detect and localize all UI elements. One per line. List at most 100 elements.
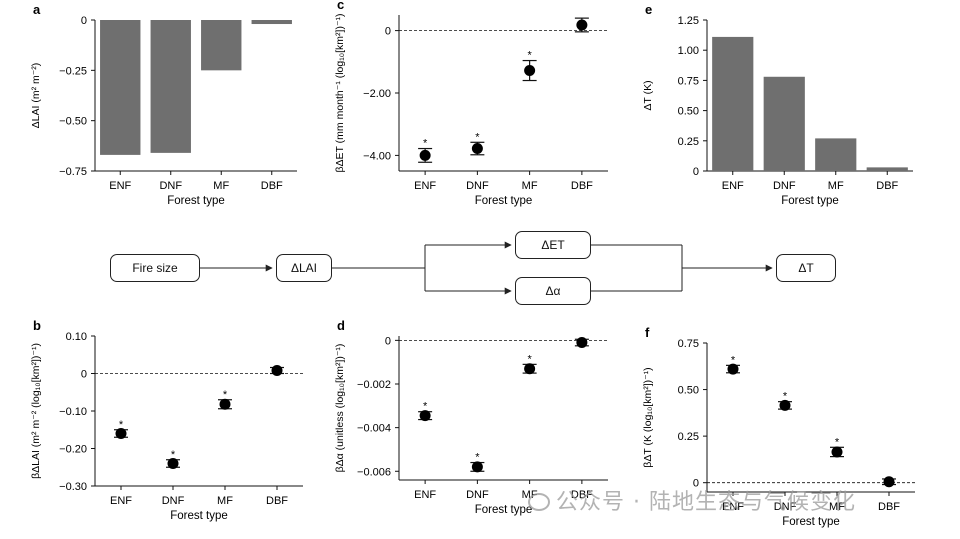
panel-label: f: [645, 325, 650, 340]
x-tick-label: DNF: [162, 495, 185, 507]
y-tick-label: 0: [693, 166, 699, 178]
y-tick-label: −0.25: [59, 65, 87, 77]
y-axis-label: ΔT (K): [642, 80, 654, 110]
x-tick-label: ENF: [110, 495, 132, 507]
y-axis-label: ΔLAI (m² m⁻²): [30, 63, 42, 129]
delta-t-box: ΔT: [776, 254, 836, 282]
significance-star: *: [423, 401, 428, 413]
x-tick-label: DBF: [571, 180, 593, 192]
significance-star: *: [527, 353, 532, 365]
delta-albedo-box: Δα: [515, 277, 591, 305]
x-tick-label: MF: [217, 495, 233, 507]
x-tick-label: ENF: [109, 180, 131, 192]
significance-star: *: [731, 354, 736, 366]
y-tick-label: −0.50: [59, 116, 87, 128]
bar-enf: [712, 36, 754, 171]
point-mf: [219, 398, 231, 410]
x-tick-label: DNF: [774, 501, 797, 513]
x-tick-label: DNF: [466, 180, 489, 192]
y-tick-label: −0.30: [59, 481, 87, 493]
significance-star: *: [527, 50, 532, 62]
x-tick-label: MF: [522, 180, 538, 192]
y-tick-label: 0: [81, 369, 87, 381]
panel-e: e 0 0.25 0.50 0.75 1.00 1.25 ENF DNF MF DBF Forest …: [642, 2, 913, 207]
point-mf: [524, 65, 536, 77]
flow-diagram-connectors: [200, 241, 773, 295]
panel-b: b 0.10 0 −0.10 −0.20 −0.30 ENF DNF MF DBF Forest t…: [30, 318, 303, 522]
y-axis-label: βΔLAI (m² m⁻² (log₁₀[km²])⁻¹): [30, 343, 42, 479]
x-axis-label: Forest type: [475, 504, 533, 516]
x-axis-label: Forest type: [475, 195, 533, 207]
y-tick-label: 0: [81, 15, 87, 27]
x-tick-label: MF: [829, 501, 845, 513]
point-dnf: [167, 458, 179, 469]
x-axis-label: Forest type: [170, 510, 228, 522]
point-dnf: [471, 461, 483, 473]
y-tick-label: −0.75: [59, 166, 87, 178]
y-tick-label: −0.006: [357, 466, 391, 478]
x-tick-label: DBF: [266, 495, 288, 507]
panel-label: e: [645, 2, 652, 17]
panel-f: f 0.75 0.50 0.25 0 ENF DNF MF DBF Forest type βΔT …: [642, 325, 915, 528]
y-tick-label: 0.10: [66, 331, 87, 343]
y-tick-label: −0.20: [59, 444, 87, 456]
y-tick-label: −0.004: [357, 423, 391, 435]
y-axis-label: βΔα (unitless (log₁₀[km²])⁻¹): [334, 344, 346, 473]
point-enf: [419, 410, 431, 422]
x-tick-label: ENF: [414, 180, 436, 192]
y-tick-label: 0.75: [678, 75, 699, 87]
y-tick-label: 0.75: [678, 338, 699, 350]
x-axis-label: Forest type: [781, 195, 839, 207]
x-tick-label: MF: [213, 180, 229, 192]
panel-a: a 0 −0.25 −0.50 −0.75 ENF DNF MF DBF Forest type Δ…: [30, 2, 297, 207]
y-tick-label: 1.25: [678, 15, 699, 27]
x-tick-label: ENF: [722, 180, 744, 192]
y-tick-label: 0: [693, 478, 699, 490]
bar-mf: [815, 138, 857, 171]
x-tick-label: DBF: [261, 180, 283, 192]
point-enf: [727, 363, 739, 375]
x-tick-label: DNF: [773, 180, 796, 192]
bar-mf: [201, 20, 242, 71]
watermark-text: 公众号 · 陆地生态与气候变化: [556, 490, 856, 515]
x-tick-label: DBF: [878, 501, 900, 513]
point-dbf: [576, 19, 588, 31]
bar-dnf: [150, 20, 191, 153]
panel-label: d: [337, 318, 345, 333]
panel-label: a: [33, 2, 41, 17]
point-mf: [524, 363, 536, 375]
significance-star: *: [475, 131, 480, 143]
panel-label: c: [337, 0, 344, 12]
significance-star: *: [475, 452, 480, 464]
x-axis-label: Forest type: [782, 516, 840, 528]
y-tick-label: 0.25: [678, 136, 699, 148]
y-tick-label: −2.00: [363, 88, 391, 100]
significance-star: *: [223, 389, 228, 401]
x-tick-label: DBF: [571, 489, 593, 501]
x-tick-label: ENF: [414, 489, 436, 501]
bar-enf: [100, 20, 141, 155]
point-enf: [419, 149, 431, 161]
y-tick-label: −0.10: [59, 406, 87, 418]
y-axis-label: βΔT (K (log₁₀[km²])⁻¹): [642, 367, 654, 467]
x-tick-label: DNF: [466, 489, 489, 501]
significance-star: *: [783, 391, 788, 403]
wechat-icon: [528, 493, 550, 511]
significance-star: *: [423, 138, 428, 150]
point-dnf: [779, 399, 791, 411]
y-tick-label: 0: [385, 335, 391, 347]
point-dbf: [271, 365, 283, 376]
x-tick-label: DBF: [876, 180, 898, 192]
x-tick-label: DNF: [159, 180, 182, 192]
x-tick-label: MF: [828, 180, 844, 192]
y-tick-label: 0.50: [678, 106, 699, 118]
y-tick-label: 0.25: [678, 431, 699, 443]
y-tick-label: 0.50: [678, 385, 699, 397]
y-tick-label: −4.00: [363, 150, 391, 162]
point-dbf: [883, 476, 895, 488]
x-tick-label: ENF: [722, 501, 744, 513]
x-axis-label: Forest type: [167, 195, 225, 207]
y-tick-label: 1.00: [678, 45, 699, 57]
